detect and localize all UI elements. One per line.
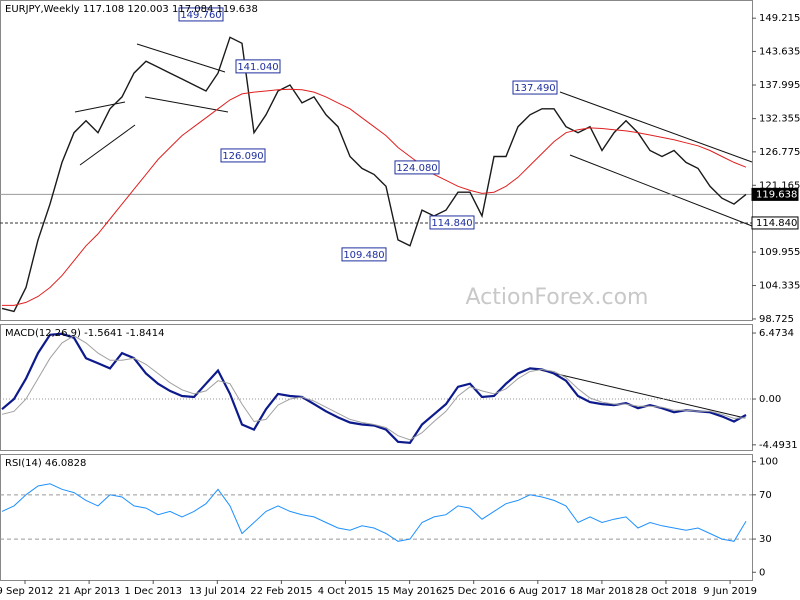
x-tick-label: 4 Oct 2015 xyxy=(318,586,373,597)
y-tick-label: 70 xyxy=(759,490,772,501)
y-tick-label: -4.4931 xyxy=(759,440,798,451)
y-tick-label: 100 xyxy=(759,457,778,468)
price-panel xyxy=(0,0,753,321)
annotation-label: 109.480 xyxy=(343,250,384,261)
annotation-box xyxy=(429,215,475,230)
annotation-label: 114.840 xyxy=(431,218,472,229)
y-tick-label: 132.355 xyxy=(759,114,800,125)
watermark: ActionForex.com xyxy=(466,285,649,310)
x-tick-label: 9 Sep 2012 xyxy=(0,586,54,597)
annotation-box xyxy=(178,7,224,22)
trend-line xyxy=(79,124,136,166)
x-tick-label: 6 Aug 2017 xyxy=(509,586,567,597)
series-line xyxy=(1,483,747,542)
annotation-label: 149.760 xyxy=(180,10,221,21)
panel-title: RSI(14) 46.0828 xyxy=(5,458,86,469)
y-tick-label: 104.335 xyxy=(759,281,800,292)
x-tick-label: 25 Dec 2016 xyxy=(442,586,506,597)
annotation-box xyxy=(512,80,558,95)
level-label: 119.638 xyxy=(756,189,797,200)
annotation-label: 126.090 xyxy=(222,151,263,162)
annotation-box xyxy=(220,148,266,163)
x-tick-label: 15 May 2016 xyxy=(377,586,442,597)
series-line xyxy=(1,332,747,445)
trend-line xyxy=(539,369,746,419)
series-line xyxy=(1,335,747,441)
trend-line xyxy=(136,43,226,73)
y-tick-label: 137.995 xyxy=(759,80,800,91)
x-tick-label: 9 Jun 2019 xyxy=(703,586,757,597)
x-tick-label: 28 Oct 2018 xyxy=(635,586,697,597)
level-label-box xyxy=(751,187,799,201)
trend-line xyxy=(559,91,753,163)
y-tick-label: 0.00 xyxy=(759,394,781,405)
annotation-box xyxy=(394,160,440,175)
y-tick-label: 98.725 xyxy=(759,314,794,325)
y-tick-label: 126.775 xyxy=(759,147,800,158)
series-line xyxy=(1,36,747,313)
series-line xyxy=(2,88,747,306)
annotation-label: 124.080 xyxy=(396,163,437,174)
y-tick-label: 149.215 xyxy=(759,13,800,24)
level-label: 114.840 xyxy=(756,218,797,229)
x-tick-label: 1 Dec 2013 xyxy=(124,586,182,597)
y-tick-label: 121.165 xyxy=(759,180,800,191)
annotation-label: 137.490 xyxy=(514,83,555,94)
level-label-box xyxy=(751,216,799,230)
panel-title: MACD(12,26,9) -1.5641 -1.8414 xyxy=(5,328,165,339)
annotation-box xyxy=(341,247,387,262)
y-tick-label: 0 xyxy=(759,567,765,578)
x-tick-label: 18 Mar 2018 xyxy=(570,586,633,597)
y-tick-label: 143.635 xyxy=(759,46,800,57)
macd-panel xyxy=(0,324,753,451)
x-tick-label: 21 Apr 2013 xyxy=(58,586,120,597)
annotation-label: 141.040 xyxy=(237,62,278,73)
y-tick-label: 109.955 xyxy=(759,247,800,258)
annotation-box xyxy=(235,59,281,74)
x-tick-label: 13 Jul 2014 xyxy=(189,586,246,597)
trend-lines xyxy=(74,43,753,419)
x-tick-label: 22 Feb 2015 xyxy=(250,586,312,597)
panel-title: EURJPY,Weekly 117.108 120.003 117.084 11… xyxy=(5,4,258,15)
trend-line xyxy=(144,96,229,113)
trend-line xyxy=(569,154,753,227)
y-tick-label: 6.4734 xyxy=(759,328,794,339)
y-tick-label: 30 xyxy=(759,534,772,545)
rsi-panel xyxy=(0,454,753,581)
trend-line xyxy=(74,101,126,113)
